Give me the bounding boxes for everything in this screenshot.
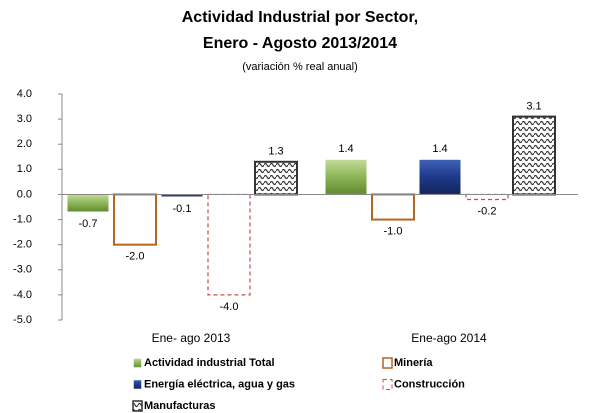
legend-swatch (132, 357, 143, 369)
legend-swatch (382, 357, 393, 369)
chart-title: Actividad Industrial por Sector, (182, 9, 419, 26)
bar (465, 193, 509, 201)
bar (324, 158, 368, 195)
y-tick-label: -2.0 (13, 239, 32, 251)
bar (418, 158, 462, 195)
bar (512, 115, 556, 196)
data-label: -0.2 (478, 205, 497, 217)
y-tick-label: 2.0 (17, 138, 32, 150)
data-label: -1.0 (384, 225, 403, 237)
y-tick-label: -3.0 (13, 264, 32, 276)
y-tick-label: 0.0 (17, 188, 32, 200)
bar (113, 193, 157, 246)
legend-label: Actividad industrial Total (144, 357, 275, 369)
y-tick-label: -1.0 (13, 213, 32, 225)
legend-label: Manufacturas (144, 400, 216, 412)
legend-swatch (132, 378, 143, 391)
data-label: -0.1 (173, 203, 192, 215)
legend-label: Energía eléctrica, agua y gas (144, 378, 295, 390)
bar (207, 193, 251, 296)
data-label: 1.3 (268, 146, 283, 158)
data-label: 1.4 (338, 143, 353, 155)
bar (66, 193, 110, 213)
data-label: 3.1 (526, 101, 541, 113)
y-tick-label: -5.0 (13, 314, 32, 326)
chart-subtitle: (variación % real anual) (242, 61, 358, 73)
legend-label: Construcción (394, 378, 465, 390)
bar (254, 160, 298, 196)
y-tick-label: -4.0 (13, 289, 32, 301)
bar (371, 193, 415, 221)
y-tick-label: 4.0 (17, 88, 32, 100)
data-label: 1.4 (432, 143, 447, 155)
legend-swatch (382, 379, 393, 390)
data-label: -0.7 (79, 218, 98, 230)
y-tick-label: 1.0 (17, 163, 32, 175)
chart-title: Enero - Agosto 2013/2014 (203, 35, 397, 52)
legend-label: Minería (394, 357, 433, 369)
x-tick-label: Ene- ago 2013 (152, 331, 231, 345)
legend-swatch (132, 400, 143, 412)
data-label: -4.0 (220, 301, 239, 313)
y-tick-label: 3.0 (17, 113, 32, 125)
x-tick-label: Ene-ago 2014 (411, 331, 487, 345)
data-label: -2.0 (126, 251, 145, 263)
